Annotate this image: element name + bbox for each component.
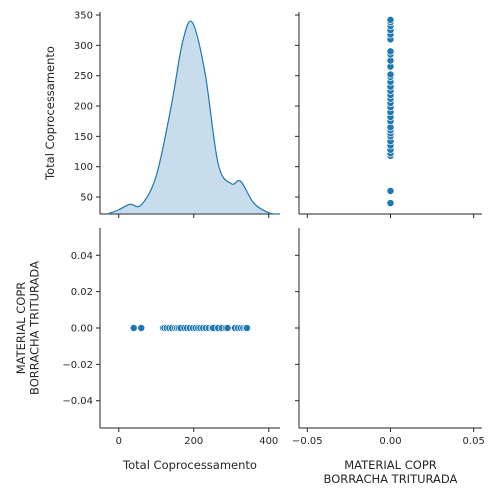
scatter-point [129,324,138,332]
x-axis-label: MATERIAL COPR BORRACHA TRITURADA [324,458,458,486]
x-tick-label: 0.05 [463,436,485,447]
x-tick-label: 0 [116,436,122,447]
x-tick-label: −0.05 [292,436,323,447]
kde-fill [107,21,280,215]
y-tick-label: −0.04 [62,396,93,407]
y-tick-label: 100 [74,162,93,173]
scatter-point [223,324,232,332]
scatter-point [137,324,146,332]
y-tick-label: 300 [74,41,93,52]
y-axis-label-line: Total Coprocessamento [43,46,57,181]
x-tick-label: 0.00 [379,436,401,447]
y-tick-label: 0.02 [71,287,93,298]
y-tick-label: 0.04 [71,251,93,262]
panel-1-0: −0.04 −0.02 0.00 0.02 0.04 0 200 400 MATERIAL CO… [14,228,280,472]
panel-0-0: 50 100 150 200 250 300 350 Total Coprocessament… [43,11,281,218]
y-axis-label: MATERIAL COPRBORRACHA TRITURADA [14,261,42,395]
x-axis-label-line: BORRACHA TRITURADA [324,472,458,486]
y-tick-label: 0.00 [71,324,93,335]
scatter-point [386,186,395,195]
y-axis-label-line: MATERIAL COPR [14,282,28,375]
kde-line [107,20,281,215]
x-axis-label: Total Coprocessamento [122,458,257,472]
scatter-point [386,70,395,79]
y-tick-label: −0.02 [62,360,93,371]
panel-1-1: −0.05 0.00 0.05 MATERIAL COPR BORRACHA TRITU… [292,228,485,486]
panel-0-1 [295,12,482,218]
x-axis-label-line: MATERIAL COPR [344,458,437,472]
scatter-point [386,199,395,208]
x-tick-label: 400 [259,436,278,447]
y-tick-label: 350 [74,11,93,22]
y-tick-label: 250 [74,71,93,82]
y-axis-label-line: BORRACHA TRITURADA [28,261,42,395]
x-axis-label-line: Total Coprocessamento [122,458,257,472]
scatter-point [386,15,395,24]
y-tick-label: 150 [74,132,93,143]
x-tick-label: 200 [184,436,203,447]
y-tick-label: 200 [74,102,93,113]
scatter-point [386,47,395,56]
y-tick-label: 50 [80,193,93,204]
y-axis-label: Total Coprocessamento [43,46,57,181]
scatter-point [243,324,251,332]
